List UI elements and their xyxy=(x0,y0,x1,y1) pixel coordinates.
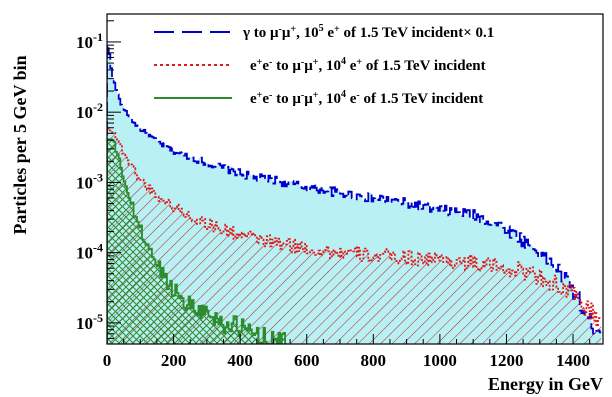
x-tick-label: 200 xyxy=(161,351,187,370)
legend-label-gamma: γ to μ-μ+, 105 e+ of 1.5 TeV incident× 0… xyxy=(242,23,494,41)
legend-label-positron: e+e- to μ-μ+, 104 e+ of 1.5 TeV incident xyxy=(250,56,486,74)
series-fill-2 xyxy=(107,139,287,344)
y-tick-label: 10-1 xyxy=(76,30,103,52)
x-tick-label: 800 xyxy=(361,351,387,370)
y-axis-label: Particles per 5 GeV bin xyxy=(10,55,30,234)
x-tick-label: 1000 xyxy=(423,351,457,370)
x-tick-label: 1400 xyxy=(556,351,590,370)
x-tick-label: 0 xyxy=(103,351,112,370)
series-line-1 xyxy=(107,127,602,344)
y-tick-label: 10-4 xyxy=(76,241,103,263)
legend: γ to μ-μ+, 105 e+ of 1.5 TeV incident× 0… xyxy=(154,23,494,107)
series-layer xyxy=(107,43,602,344)
plot-frame xyxy=(106,13,604,345)
x-tick-label: 1200 xyxy=(489,351,523,370)
series-line-0 xyxy=(107,43,602,344)
y-tick-label: 10-2 xyxy=(76,100,103,122)
x-tick-label: 400 xyxy=(227,351,253,370)
series-line-2 xyxy=(107,138,287,344)
x-tick-label: 600 xyxy=(294,351,320,370)
series-fill-1 xyxy=(107,128,602,344)
tick-marks: 0 200 400 600 800 1000 1200 1400 10-5 10-4 10-3 10-… xyxy=(76,20,591,370)
y-tick-label: 10-5 xyxy=(76,311,103,333)
legend-label-electron: e+e- to μ-μ+, 104 e- of 1.5 TeV incident xyxy=(250,89,483,107)
x-axis-label: Energy in GeV xyxy=(488,374,603,394)
y-tick-label: 10-3 xyxy=(76,170,103,192)
